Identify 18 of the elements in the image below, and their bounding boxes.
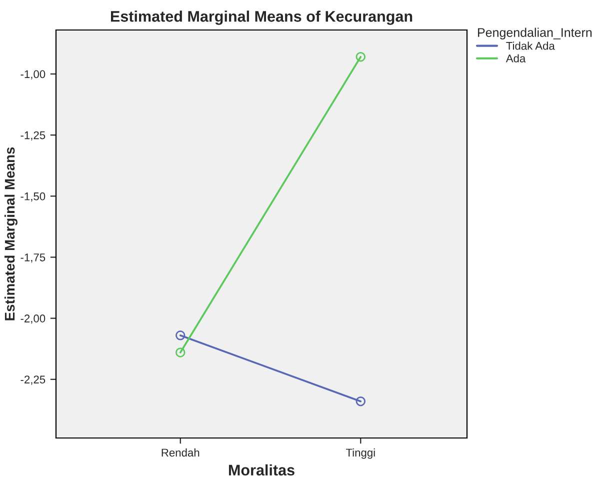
y-tick-label: -1,25: [20, 131, 46, 140]
y-tick-label: -2,25: [20, 376, 46, 385]
legend-label: Tidak Ada: [506, 42, 555, 50]
point: [356, 52, 366, 62]
point: [356, 396, 366, 406]
y-tick-label: -1,00: [20, 70, 46, 80]
point: [176, 330, 186, 340]
y-tick-label: -1,50: [20, 192, 46, 202]
legend-title: Pengendalian_Intern: [478, 28, 592, 40]
legend-label: Ada: [506, 54, 526, 62]
y-axis-title: Estimated Marginal Means: [4, 147, 18, 320]
chart-title: Estimated Marginal Means of Kecurangan: [110, 10, 412, 25]
x-axis-title: Moralitas: [228, 464, 294, 476]
y-tick-label: -2,00: [20, 314, 46, 324]
x-tick-label: Tinggi: [346, 448, 375, 459]
y-tick-label: -1,75: [20, 254, 46, 263]
x-tick-label: Rendah: [162, 448, 200, 457]
point: [176, 348, 186, 358]
